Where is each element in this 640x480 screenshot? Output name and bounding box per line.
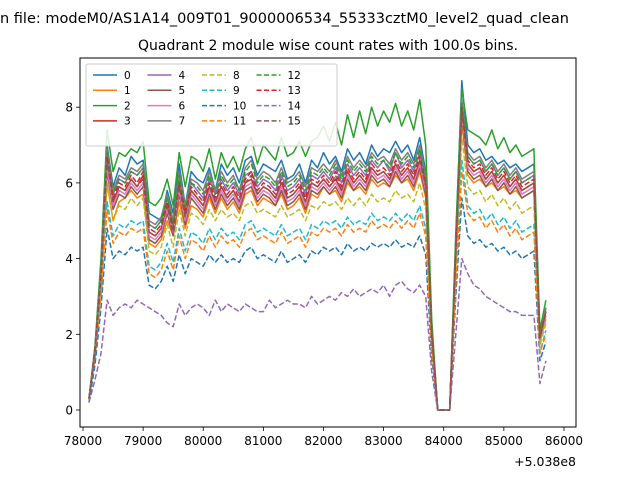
legend-label-6: 6 (179, 100, 186, 112)
series-line-15 (88, 110, 547, 411)
y-tick-label: 2 (65, 328, 73, 342)
x-axis-offset-label: +5.038e8 (514, 454, 576, 469)
legend-label-5: 5 (179, 85, 186, 97)
series-line-11 (88, 170, 547, 411)
axes-frame (79, 57, 577, 428)
legend-label-14: 14 (288, 100, 302, 112)
series-line-5 (88, 117, 547, 411)
series-line-12 (88, 102, 547, 411)
x-tick-label: 84000 (425, 434, 463, 448)
y-tick-label: 6 (65, 176, 73, 190)
legend-label-12: 12 (288, 70, 301, 82)
x-tick-label: 83000 (365, 434, 403, 448)
x-tick-label: 81000 (244, 434, 282, 448)
legend-label-11: 11 (233, 116, 246, 128)
x-tick-label: 82000 (304, 434, 342, 448)
legend-label-13: 13 (288, 85, 301, 97)
x-tick-label: 79000 (124, 434, 162, 448)
legend-label-2: 2 (124, 100, 131, 112)
y-tick-label: 8 (65, 101, 73, 115)
legend-label-15: 15 (288, 116, 301, 128)
legend-label-4: 4 (179, 70, 186, 82)
series-line-10 (88, 197, 547, 411)
x-tick-label: 80000 (184, 434, 222, 448)
legend-label-10: 10 (233, 100, 246, 112)
x-tick-label: 85000 (485, 434, 523, 448)
y-tick-label: 4 (65, 252, 73, 266)
chart-title: Quadrant 2 module wise count rates with … (138, 38, 518, 54)
axis-ticks: 78000 79000 80000 81000 82000 83000 84000 85000… (64, 101, 583, 448)
legend-label-9: 9 (233, 85, 240, 97)
series-line-9 (88, 159, 547, 411)
legend-label-1: 1 (124, 85, 131, 97)
legend-label-3: 3 (124, 116, 131, 128)
series-line-8 (88, 136, 547, 411)
series-line-7 (88, 98, 547, 411)
legend-label-8: 8 (233, 70, 240, 82)
series-line-14 (88, 257, 547, 411)
series-line-6 (88, 114, 547, 411)
legend-label-0: 0 (124, 70, 131, 82)
series-line-1 (88, 121, 547, 411)
legend-label-7: 7 (179, 116, 186, 128)
x-tick-label: 86000 (545, 434, 583, 448)
series-line-13 (88, 106, 547, 411)
x-tick-label: 78000 (64, 434, 102, 448)
figure-suptitle: n file: modeM0/AS1A14_009T01_9000006534_… (0, 11, 569, 27)
y-tick-label: 0 (65, 403, 73, 417)
